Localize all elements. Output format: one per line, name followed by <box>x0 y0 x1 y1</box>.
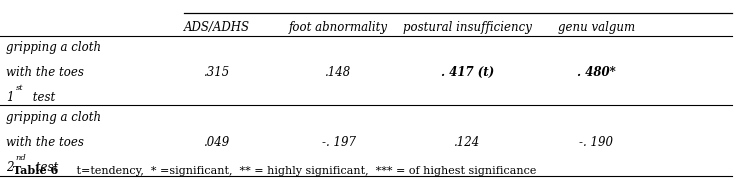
Text: postural insufficiency: postural insufficiency <box>403 21 532 34</box>
Text: with the toes: with the toes <box>6 66 84 79</box>
Text: t=tendency,  * =significant,  ** = highly significant,  *** = of highest signifi: t=tendency, * =significant, ** = highly … <box>66 166 537 176</box>
Text: -. 197: -. 197 <box>322 136 355 149</box>
Text: Table 6: Table 6 <box>13 165 58 176</box>
Text: . 480*: . 480* <box>577 66 615 79</box>
Text: with the toes: with the toes <box>6 136 84 149</box>
Text: .315: .315 <box>204 66 230 79</box>
Text: .049: .049 <box>204 136 230 149</box>
Text: ADS/ADHS: ADS/ADHS <box>184 21 250 34</box>
Text: gripping a cloth: gripping a cloth <box>6 111 101 124</box>
Text: .148: .148 <box>325 66 352 79</box>
Text: -. 190: -. 190 <box>579 136 613 149</box>
Text: st: st <box>15 84 23 92</box>
Text: .124: .124 <box>454 136 481 149</box>
Text: nd: nd <box>15 154 26 162</box>
Text: . 417 (t): . 417 (t) <box>441 66 494 79</box>
Text: test: test <box>32 161 58 174</box>
Text: gripping a cloth: gripping a cloth <box>6 40 101 53</box>
Text: 2: 2 <box>6 161 13 174</box>
Text: test: test <box>29 91 56 104</box>
Text: 1: 1 <box>6 91 13 104</box>
Text: foot abnormality: foot abnormality <box>289 21 388 34</box>
Text: genu valgum: genu valgum <box>558 21 634 34</box>
